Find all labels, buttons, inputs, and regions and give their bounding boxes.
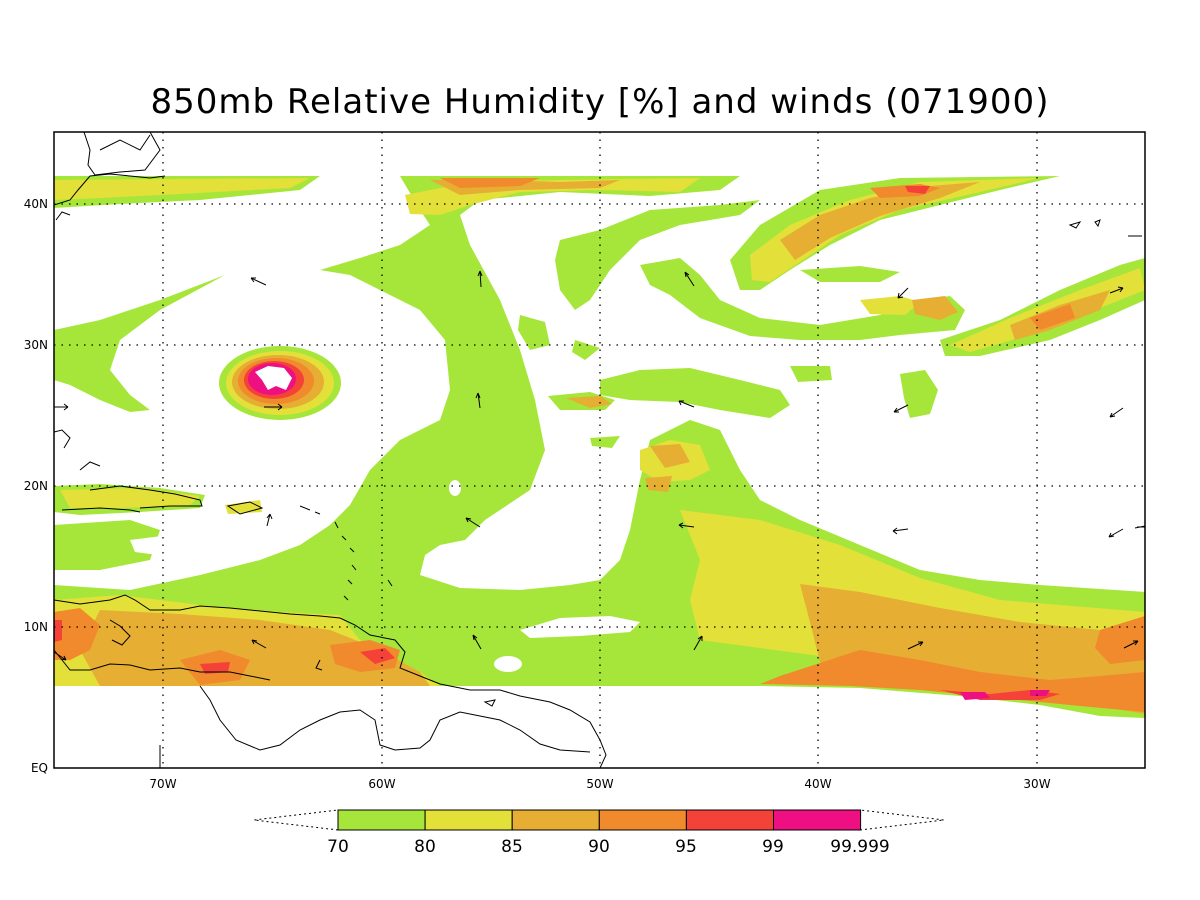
humidity-fill-99 — [960, 690, 1050, 700]
coastlines — [54, 132, 1145, 768]
colorbar-label: 80 — [414, 837, 436, 857]
lat-tick-labels: 40N 30N 20N 10N EQ — [24, 197, 48, 775]
colorbar-swatch — [424, 809, 513, 831]
lon-tick-label: 60W — [368, 777, 395, 791]
lon-tick-labels: 70W 60W 50W 40W 30W — [149, 777, 1050, 791]
colorbar-extend-left — [253, 809, 339, 831]
figure-title: 850mb Relative Humidity [%] and winds (0… — [151, 82, 1050, 122]
lat-tick-label: 20N — [24, 479, 48, 493]
lon-tick-label: 70W — [149, 777, 176, 791]
lat-tick-label: 30N — [24, 338, 48, 352]
lat-tick-label: 10N — [24, 620, 48, 634]
lat-tick-label: 40N — [24, 197, 48, 211]
colorbar-swatch — [511, 809, 600, 831]
colorbar-label: 90 — [588, 837, 610, 857]
map-frame — [53, 131, 1146, 769]
colorbar-label: 99.999 — [830, 837, 889, 857]
antilles-islands — [314, 511, 393, 601]
colorbar: 70 80 85 90 95 99 99.999 — [253, 809, 945, 857]
lat-tick-label: EQ — [31, 761, 48, 775]
map-area — [54, 132, 1145, 768]
colorbar-extend-right — [859, 809, 945, 831]
lon-tick-label: 40W — [804, 777, 831, 791]
wind-arrows — [54, 270, 1145, 661]
lon-tick-label: 30W — [1023, 777, 1050, 791]
colorbar-label: 95 — [675, 837, 697, 857]
map-gridlines — [54, 132, 1145, 768]
colorbar-swatch — [598, 809, 687, 831]
colorbar-label: 70 — [327, 837, 349, 857]
lon-tick-label: 50W — [586, 777, 613, 791]
colorbar-swatch — [773, 809, 862, 831]
colorbar-label: 99 — [762, 837, 784, 857]
colorbar-swatch — [337, 809, 426, 831]
colorbar-swatch — [685, 809, 775, 831]
hurricane-rings — [219, 346, 341, 420]
colorbar-label: 85 — [501, 837, 523, 857]
